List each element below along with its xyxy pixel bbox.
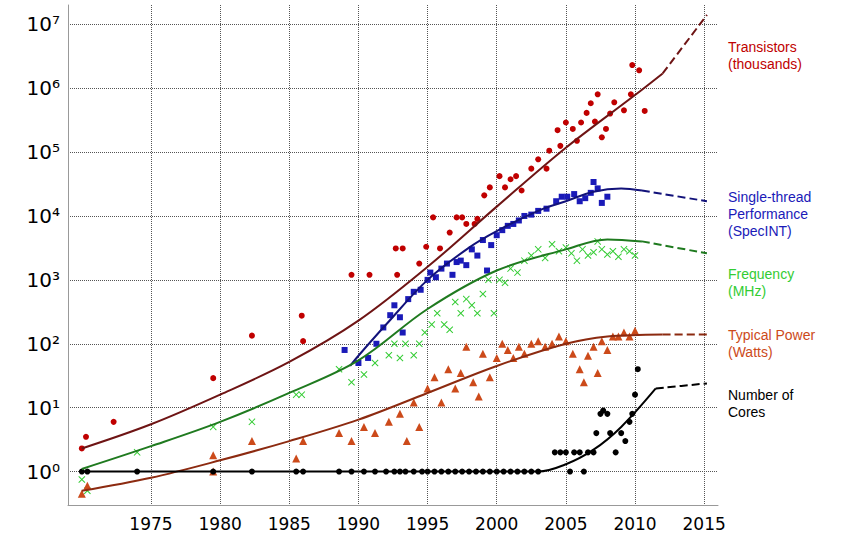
svg-text:Transistors: Transistors	[728, 39, 801, 55]
svg-text:Performance: Performance	[728, 206, 812, 222]
svg-text:10³: 10³	[27, 268, 60, 292]
svg-text:(thousands): (thousands)	[728, 56, 802, 72]
svg-text:2000: 2000	[475, 514, 518, 534]
svg-text:Typical Power: Typical Power	[728, 327, 819, 343]
svg-text:10²: 10²	[27, 332, 60, 356]
svg-text:1980: 1980	[198, 514, 241, 534]
svg-text:1990: 1990	[337, 514, 380, 534]
svg-text:10⁰: 10⁰	[27, 460, 60, 484]
svg-text:1985: 1985	[268, 514, 311, 534]
svg-text:Single-thread: Single-thread	[728, 189, 815, 205]
svg-text:2005: 2005	[544, 514, 587, 534]
svg-text:(SpecINT): (SpecINT)	[728, 223, 792, 239]
svg-text:10¹: 10¹	[27, 396, 60, 420]
svg-text:(Watts): (Watts)	[728, 344, 773, 360]
svg-text:10⁷: 10⁷	[27, 12, 60, 36]
svg-text:2015: 2015	[683, 514, 726, 534]
svg-text:Cores: Cores	[728, 404, 765, 420]
svg-text:Number of: Number of	[728, 387, 797, 403]
svg-text:10⁶: 10⁶	[27, 76, 60, 100]
svg-text:1995: 1995	[406, 514, 449, 534]
svg-text:1975: 1975	[129, 514, 172, 534]
svg-text:10⁵: 10⁵	[27, 140, 60, 164]
svg-text:2010: 2010	[613, 514, 656, 534]
svg-text:(MHz): (MHz)	[728, 283, 766, 299]
svg-text:Frequency: Frequency	[728, 266, 798, 282]
svg-text:10⁴: 10⁴	[27, 204, 60, 228]
